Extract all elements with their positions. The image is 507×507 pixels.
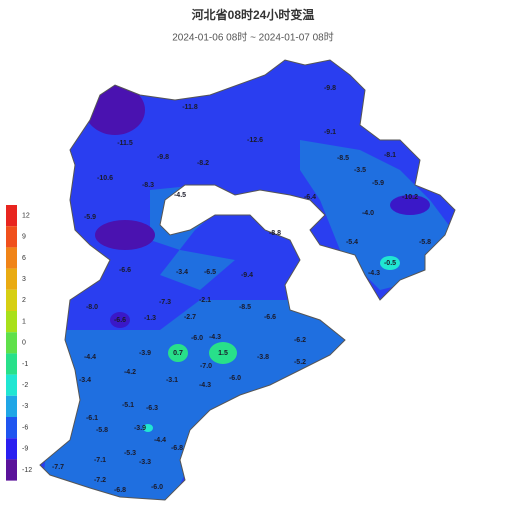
station-value: -4.3 — [209, 334, 221, 341]
station-value: -3.3 — [139, 459, 151, 466]
station-value: -6.6 — [119, 267, 131, 274]
station-value: -7.3 — [159, 299, 171, 306]
station-value: -0.5 — [384, 260, 396, 267]
legend-label: -1 — [22, 361, 28, 368]
station-value: -6.6 — [114, 317, 126, 324]
station-value: -5.4 — [346, 239, 358, 246]
legend: 12 9 6 3 2 1 0 -1 -2 -3 -6 -9 -12 — [6, 205, 32, 481]
legend-swatch — [6, 205, 17, 227]
legend-label: 12 — [22, 212, 30, 219]
legend-swatch — [6, 247, 17, 269]
legend-swatch — [6, 226, 17, 248]
station-value: -10.6 — [97, 175, 113, 182]
station-value: -4.0 — [362, 210, 374, 217]
station-value: -9.1 — [324, 129, 336, 136]
station-value: -7.0 — [200, 363, 212, 370]
legend-label: 9 — [22, 234, 26, 241]
station-value: -6.5 — [204, 269, 216, 276]
station-value: -3.9 — [139, 350, 151, 357]
station-value: -5.9 — [84, 214, 96, 221]
station-value: -4.3 — [199, 382, 211, 389]
station-value: -8.2 — [197, 160, 209, 167]
station-value: -4.4 — [84, 354, 96, 361]
legend-label: 6 — [22, 255, 26, 262]
legend-swatch — [6, 289, 17, 311]
station-value: -6.4 — [304, 194, 316, 201]
station-value: -10.2 — [402, 194, 418, 201]
legend-swatch — [6, 395, 17, 417]
legend-swatch — [6, 459, 17, 481]
station-value: -9.4 — [241, 272, 253, 279]
station-labels: -9.8 -11.8 -12.6 -11.5 -9.8 -8.2 -9.1 -8.5 -8.1 -… — [52, 85, 431, 494]
station-value: -3.8 — [257, 354, 269, 361]
station-value: -7.7 — [52, 464, 64, 471]
legend-label: 1 — [22, 318, 26, 325]
legend-label: 3 — [22, 276, 26, 283]
station-value: -6.8 — [171, 445, 183, 452]
station-value: -4.2 — [124, 369, 136, 376]
station-value: -8.0 — [86, 304, 98, 311]
station-value: -6.0 — [191, 335, 203, 342]
legend-swatch — [6, 353, 17, 375]
station-value: -11.5 — [117, 140, 133, 147]
station-value: -9.8 — [157, 154, 169, 161]
legend-label: -6 — [22, 424, 28, 431]
station-value: -8.5 — [239, 304, 251, 311]
station-value: -1.3 — [144, 315, 156, 322]
station-value: -6.0 — [151, 484, 163, 491]
legend-swatch — [6, 332, 17, 354]
station-value: -5.1 — [122, 402, 134, 409]
station-value: -7.2 — [94, 477, 106, 484]
station-value: -6.8 — [114, 487, 126, 494]
legend-swatch — [6, 438, 17, 460]
station-value: -6.0 — [229, 375, 241, 382]
legend-swatch — [6, 268, 17, 290]
station-value: -6.6 — [264, 314, 276, 321]
station-value: 0.7 — [173, 350, 183, 357]
station-value: -8.3 — [142, 182, 154, 189]
legend-swatch — [6, 374, 17, 396]
legend-swatch — [6, 417, 17, 439]
station-value: -4.4 — [154, 437, 166, 444]
legend-label: -2 — [22, 382, 28, 389]
station-value: -5.9 — [372, 180, 384, 187]
station-value: -7.1 — [94, 457, 106, 464]
legend-label: -3 — [22, 403, 28, 410]
station-value: -6.3 — [146, 405, 158, 412]
subtitle: 2024-01-06 08时 ~ 2024-01-07 08时 — [172, 32, 334, 44]
station-value: -3.5 — [354, 167, 366, 174]
legend-label: 0 — [22, 340, 26, 347]
station-value: -6.1 — [86, 415, 98, 422]
station-value: -3.9 — [134, 425, 146, 432]
title: 河北省08时24小时变温 — [191, 7, 315, 22]
station-value: -5.8 — [96, 427, 108, 434]
legend-swatch — [6, 311, 17, 333]
station-value: -11.8 — [182, 104, 198, 111]
station-value: -3.1 — [166, 377, 178, 384]
station-value: -6.2 — [294, 337, 306, 344]
station-value: -3.4 — [176, 269, 188, 276]
legend-label: -9 — [22, 446, 28, 453]
station-value: -12.6 — [247, 137, 263, 144]
station-value: -4.5 — [174, 192, 186, 199]
station-value: -9.8 — [324, 85, 336, 92]
station-value: -3.4 — [79, 377, 91, 384]
station-value: -8.5 — [337, 155, 349, 162]
station-value: -4.3 — [368, 270, 380, 277]
station-value: -5.8 — [419, 239, 431, 246]
legend-label: 2 — [22, 297, 26, 304]
station-value: -8.8 — [269, 230, 281, 237]
station-value: -5.2 — [294, 359, 306, 366]
legend-label: -12 — [22, 467, 32, 474]
station-value: -2.7 — [184, 314, 196, 321]
station-value: -5.3 — [124, 450, 136, 457]
station-value: 1.5 — [218, 350, 228, 357]
station-value: -8.1 — [384, 152, 396, 159]
station-value: -2.1 — [199, 297, 211, 304]
